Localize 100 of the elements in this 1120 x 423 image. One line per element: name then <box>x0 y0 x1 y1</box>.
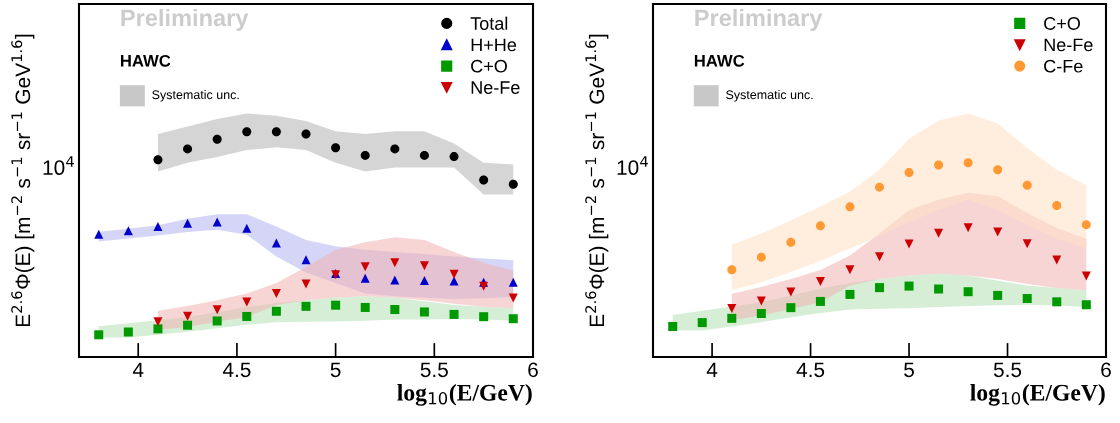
point <box>153 317 163 327</box>
point <box>212 134 222 144</box>
point <box>419 261 429 271</box>
point <box>904 239 914 249</box>
point <box>934 228 944 238</box>
text: 10$^{4}$ <box>617 156 648 176</box>
point <box>242 127 252 137</box>
point <box>301 279 311 289</box>
point <box>212 316 222 326</box>
point <box>183 218 193 228</box>
point <box>212 217 222 227</box>
point <box>904 168 914 178</box>
point <box>301 129 311 139</box>
point <box>845 289 855 299</box>
point <box>449 152 459 162</box>
point <box>727 313 737 323</box>
point <box>212 305 222 315</box>
point <box>727 265 737 275</box>
x-axis-title: log$_{10}$(E/GeV) <box>397 384 532 406</box>
point <box>360 302 370 312</box>
point <box>786 303 796 313</box>
point <box>360 150 370 160</box>
x-tick-label: 5.5 <box>993 362 1022 378</box>
point <box>508 179 518 189</box>
point <box>815 296 825 306</box>
point <box>301 301 311 311</box>
point <box>94 229 104 239</box>
point <box>1081 220 1091 230</box>
point <box>1022 294 1032 304</box>
legend-label: C-Fe <box>1044 59 1083 73</box>
point <box>183 144 193 154</box>
point <box>668 322 678 331</box>
point <box>301 255 311 265</box>
point <box>271 238 281 248</box>
point <box>123 327 133 337</box>
point <box>123 226 133 236</box>
point <box>360 262 370 272</box>
point <box>390 258 400 268</box>
x-tick-label: 4.5 <box>222 362 251 378</box>
x-tick-label: 4 <box>706 362 718 377</box>
x-tick-label: 6 <box>1101 362 1111 378</box>
point <box>815 221 825 231</box>
x-tick-label: 4 <box>132 362 144 377</box>
point <box>934 284 944 294</box>
point <box>271 306 281 316</box>
point <box>875 252 884 262</box>
point <box>419 150 429 160</box>
point <box>242 311 252 321</box>
point <box>153 324 163 334</box>
point <box>845 202 855 212</box>
point <box>993 290 1003 300</box>
point <box>845 265 855 275</box>
point <box>153 221 163 231</box>
text: Systematic unc. <box>152 89 239 102</box>
point <box>786 287 796 297</box>
x-axis-title: log$_{10}$(E/GeV) <box>970 384 1105 406</box>
point <box>360 273 370 283</box>
point <box>153 155 163 165</box>
point <box>1081 300 1091 310</box>
point <box>904 281 914 291</box>
text: E$^{2.6}$Φ(E) [m$^{−2}$ s$^{−1}$ sr$^{−1}$ GeV$^{1.6}$] <box>11 34 35 327</box>
point <box>1022 239 1032 249</box>
point <box>271 127 281 137</box>
point <box>756 252 766 262</box>
point <box>875 283 884 293</box>
point <box>993 165 1003 175</box>
point <box>508 293 518 303</box>
legend-label: Ne-Fe <box>471 81 520 94</box>
x-tick-label: 4.5 <box>796 362 825 378</box>
legend-label: Ne-Fe <box>1044 38 1093 52</box>
point <box>419 307 429 317</box>
point <box>479 312 489 322</box>
point <box>449 309 459 319</box>
legend-label: H+He <box>471 38 517 52</box>
x-tick-label: 6 <box>528 362 538 378</box>
legend-label: Total <box>470 16 508 30</box>
point <box>331 143 341 153</box>
legend-label: C+O <box>471 59 507 73</box>
text: HAWC <box>120 54 171 67</box>
point <box>271 288 281 298</box>
point <box>183 320 193 330</box>
legend-label: C+O <box>1044 17 1080 30</box>
point <box>815 277 825 287</box>
point <box>963 223 973 233</box>
point <box>1022 180 1032 190</box>
x-tick-label: 5 <box>330 362 341 378</box>
point <box>786 237 796 247</box>
text: Systematic unc. <box>726 89 813 102</box>
point <box>449 269 459 279</box>
x-tick-label: 5.5 <box>420 362 448 378</box>
point <box>242 223 252 233</box>
point <box>508 277 518 287</box>
point <box>508 314 518 324</box>
point <box>934 160 944 170</box>
point <box>479 175 489 185</box>
point <box>390 144 400 154</box>
point <box>183 311 193 321</box>
point <box>449 276 459 286</box>
x-tick-label: 5 <box>904 362 914 378</box>
point <box>756 308 766 318</box>
